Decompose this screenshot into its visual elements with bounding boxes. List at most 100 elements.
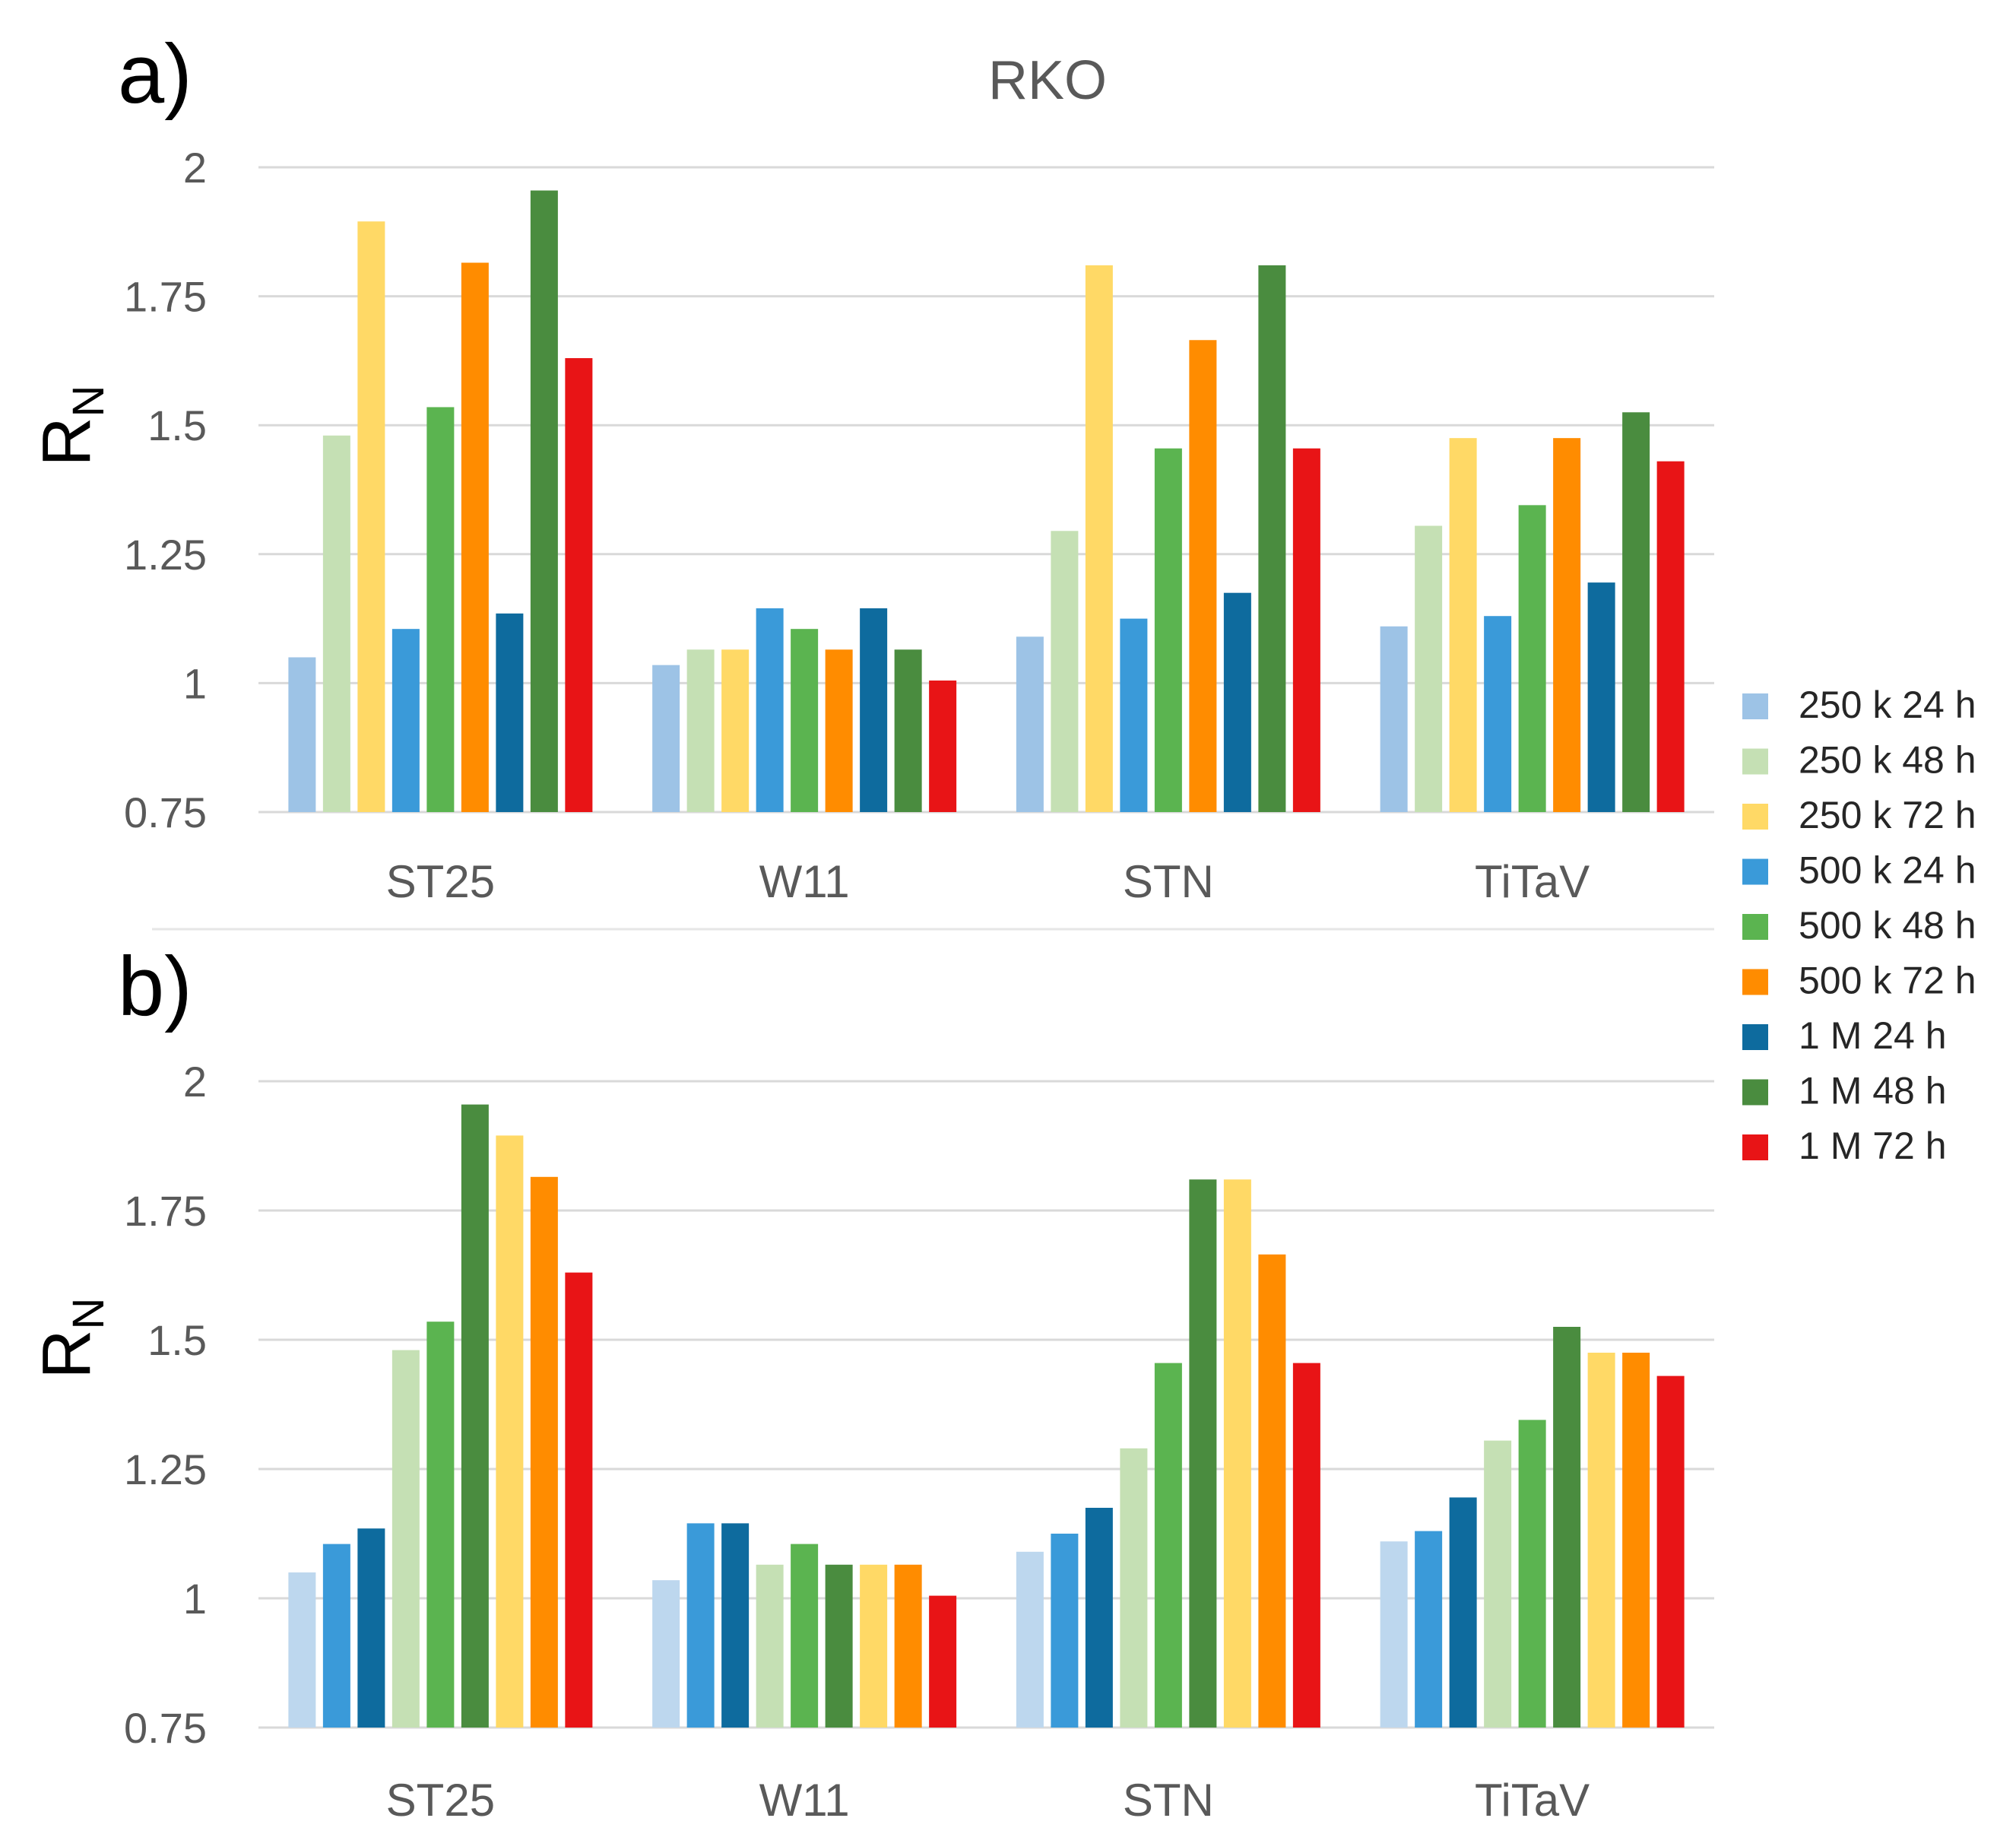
y-tick-label: 1 [183, 659, 207, 707]
legend-label: 500 k 48 h [1799, 904, 1976, 947]
bar [565, 358, 593, 812]
bar [1258, 265, 1286, 812]
panel-label: b) [118, 940, 192, 1033]
bar [1656, 1376, 1685, 1728]
bar [894, 649, 922, 812]
bar [1484, 616, 1512, 812]
y-axis-title-subscript: N [64, 386, 113, 417]
bar [1016, 636, 1044, 812]
bar [426, 407, 455, 812]
bar [1380, 626, 1408, 812]
bar [461, 262, 489, 812]
bar [1484, 1440, 1512, 1728]
bar [825, 1564, 853, 1728]
bar [1587, 582, 1615, 812]
bar [652, 665, 680, 812]
bar [1051, 531, 1079, 812]
bar [686, 1523, 715, 1728]
bar [1120, 618, 1148, 812]
y-axis-title-main: R [29, 1329, 105, 1379]
bar [565, 1272, 593, 1728]
bar [721, 649, 750, 812]
bar [1587, 1353, 1615, 1728]
bar [1223, 592, 1251, 812]
bar [1415, 525, 1443, 812]
bar [1380, 1541, 1408, 1728]
bar [1120, 1448, 1148, 1728]
category-label: TiTaV [1475, 856, 1590, 907]
y-tick-label: 1.5 [147, 401, 207, 449]
bar [1518, 1420, 1546, 1728]
y-axis-title: RN [29, 386, 113, 467]
bar [461, 1104, 489, 1728]
category-label: ST25 [386, 1775, 495, 1826]
chart-title: RKO [988, 50, 1107, 111]
bar [1051, 1534, 1079, 1728]
bar [496, 613, 524, 812]
y-tick-label: 2 [183, 144, 207, 192]
bar [756, 1564, 784, 1728]
bar [496, 1135, 524, 1728]
bar [1223, 1179, 1251, 1728]
bar [1622, 1353, 1650, 1728]
bar [426, 1322, 455, 1728]
bar [391, 1350, 420, 1728]
bar [357, 1528, 385, 1728]
bar [825, 649, 853, 812]
category-label: W11 [759, 856, 850, 907]
legend-swatch [1742, 858, 1768, 885]
bar [686, 649, 715, 812]
category-label: ST25 [386, 856, 495, 907]
y-axis-title: RN [29, 1298, 113, 1379]
bar [1449, 1497, 1477, 1728]
bar [791, 1544, 819, 1728]
bar [1553, 1327, 1581, 1728]
bar [860, 608, 888, 812]
bar [1258, 1254, 1286, 1728]
y-axis-title-main: R [29, 417, 105, 466]
panel-b: b) 0.75 1 1.25 1.5 1.75 2 RN ST25 W11 STN TiTaV [29, 940, 1714, 1826]
bar [860, 1564, 888, 1728]
y-tick-label: 0.75 [124, 1704, 207, 1752]
bar [1189, 340, 1217, 812]
y-tick-label: 0.75 [124, 788, 207, 836]
legend-label: 500 k 72 h [1799, 960, 1976, 1002]
legend-swatch [1742, 804, 1768, 830]
bar [894, 1564, 922, 1728]
legend-label: 1 M 72 h [1799, 1125, 1947, 1167]
bar [1553, 438, 1581, 812]
bar [391, 629, 420, 812]
bar [357, 221, 385, 812]
y-tick-label: 1.75 [124, 273, 207, 321]
y-tick-label: 1.25 [124, 1445, 207, 1493]
bar [756, 608, 784, 812]
bar [322, 1544, 350, 1728]
legend-swatch [1742, 748, 1768, 775]
bar [288, 1572, 316, 1728]
legend: 250 k 24 h 250 k 48 h 250 k 72 h 500 k 24 h… [1742, 684, 1976, 1167]
bar [1016, 1551, 1044, 1728]
y-tick-label: 1.75 [124, 1187, 207, 1235]
bar [1622, 412, 1650, 812]
legend-label: 1 M 24 h [1799, 1014, 1947, 1057]
legend-label: 500 k 24 h [1799, 849, 1976, 892]
legend-swatch [1742, 1134, 1768, 1160]
category-label: TiTaV [1475, 1775, 1590, 1826]
bar [1085, 265, 1113, 812]
bar [1518, 505, 1546, 812]
bar [929, 681, 957, 812]
bar [1154, 448, 1182, 812]
legend-swatch [1742, 969, 1768, 995]
y-tick-label: 1.25 [124, 531, 207, 579]
bar [322, 435, 350, 812]
bar [1292, 448, 1320, 812]
y-tick-label: 2 [183, 1058, 207, 1106]
bar [1449, 438, 1477, 812]
bar [530, 1176, 558, 1728]
legend-label: 250 k 24 h [1799, 684, 1976, 726]
bar [1189, 1179, 1217, 1728]
legend-label: 1 M 48 h [1799, 1070, 1947, 1112]
category-label: W11 [759, 1775, 850, 1826]
